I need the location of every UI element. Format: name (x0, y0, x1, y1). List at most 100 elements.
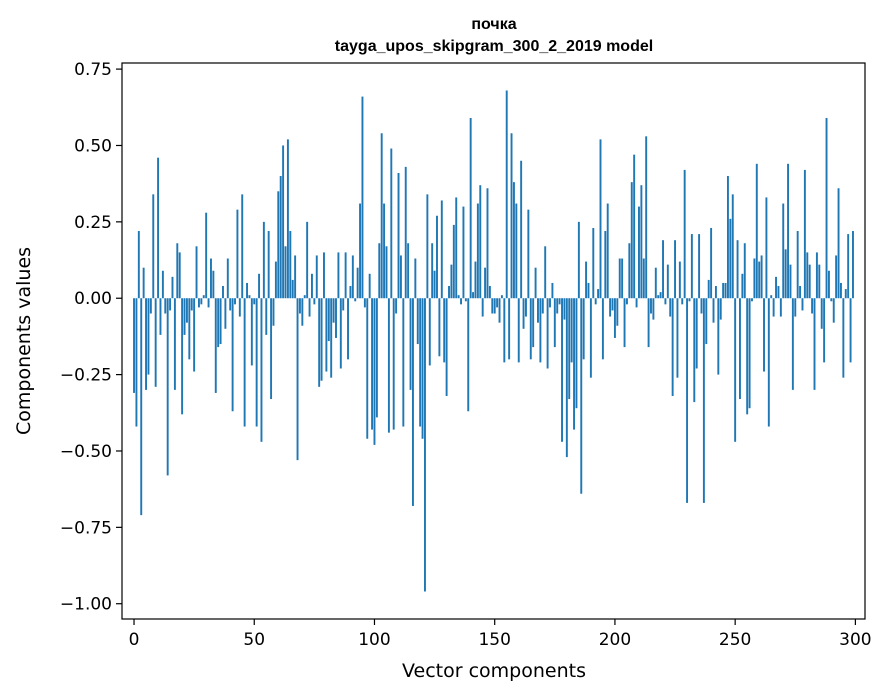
bar (438, 298, 441, 357)
bar (452, 224, 455, 299)
bar (839, 282, 842, 299)
bar (585, 261, 588, 299)
y-tick-label: −1.00 (60, 595, 112, 615)
bar (784, 249, 787, 299)
bar (763, 298, 765, 372)
bar (577, 221, 580, 299)
bar (440, 200, 443, 299)
bar (419, 298, 422, 427)
bar (589, 298, 592, 378)
bar (657, 295, 660, 299)
bar (291, 279, 294, 299)
bar (787, 163, 790, 299)
bar (450, 264, 453, 299)
bar (262, 221, 265, 299)
bar (231, 298, 234, 412)
bar (354, 298, 357, 302)
bar (277, 191, 280, 299)
bar (460, 298, 462, 305)
bar (282, 145, 285, 299)
bar (296, 298, 299, 461)
bar (238, 298, 241, 317)
bar (678, 261, 681, 299)
bar (570, 298, 573, 363)
bar (594, 298, 597, 305)
bar (808, 264, 811, 299)
bar (306, 221, 309, 299)
bar (712, 298, 715, 323)
bar (544, 246, 547, 299)
bar (344, 252, 347, 299)
bar (503, 298, 506, 363)
bar (558, 298, 561, 305)
bar (284, 246, 287, 299)
bar (183, 298, 186, 335)
bar (724, 282, 727, 299)
y-axis-ticks: 0.75 0.50 0.25 0.00 −0.25 −0.50 −0.75 −1.00 (60, 60, 122, 615)
bar (289, 231, 292, 299)
bar (801, 298, 804, 311)
bar (582, 298, 585, 360)
bar (320, 298, 323, 381)
bar (214, 298, 217, 393)
bar (537, 298, 539, 323)
bar (541, 298, 544, 314)
bar (286, 139, 289, 299)
bar (681, 298, 684, 305)
bar (635, 298, 638, 308)
bar (522, 298, 525, 329)
bar (512, 182, 515, 299)
bar (618, 258, 621, 299)
bar (815, 252, 818, 299)
bar (349, 286, 352, 299)
bar (818, 264, 821, 299)
bar (743, 243, 746, 299)
bar (176, 243, 179, 299)
bar (534, 267, 537, 299)
bar (849, 298, 852, 363)
bar (734, 298, 737, 442)
bar (409, 298, 412, 390)
bar (683, 169, 686, 299)
bar (486, 188, 489, 299)
bar (366, 298, 369, 439)
bar (197, 298, 200, 308)
bar (212, 270, 215, 299)
chart-title-line-1: почка (471, 16, 516, 33)
y-tick-label: −0.25 (60, 366, 112, 386)
bar (796, 231, 799, 299)
bar (303, 295, 306, 299)
bar (525, 298, 527, 317)
bar (623, 298, 626, 348)
bar (436, 215, 438, 299)
bar (226, 258, 229, 299)
bar (375, 298, 378, 418)
bar (359, 203, 362, 299)
bar (159, 298, 162, 335)
bar (717, 298, 720, 375)
bar (193, 298, 196, 372)
bar (640, 185, 643, 299)
bar (832, 298, 835, 323)
bar (294, 255, 297, 299)
y-axis-label: Components values (13, 247, 35, 435)
bar (474, 261, 477, 299)
bar (455, 197, 458, 299)
bar (698, 234, 701, 299)
bar (820, 298, 823, 329)
bar (390, 148, 393, 299)
bar (431, 243, 434, 299)
bar (248, 295, 251, 299)
bar (325, 298, 328, 372)
bar (791, 298, 794, 390)
bar (472, 292, 475, 299)
bar (323, 252, 325, 299)
bar (171, 276, 174, 299)
bar (609, 298, 612, 317)
bar (739, 298, 741, 400)
bar (753, 258, 756, 299)
bar (407, 243, 410, 299)
bar (662, 240, 664, 299)
bar (719, 298, 722, 320)
